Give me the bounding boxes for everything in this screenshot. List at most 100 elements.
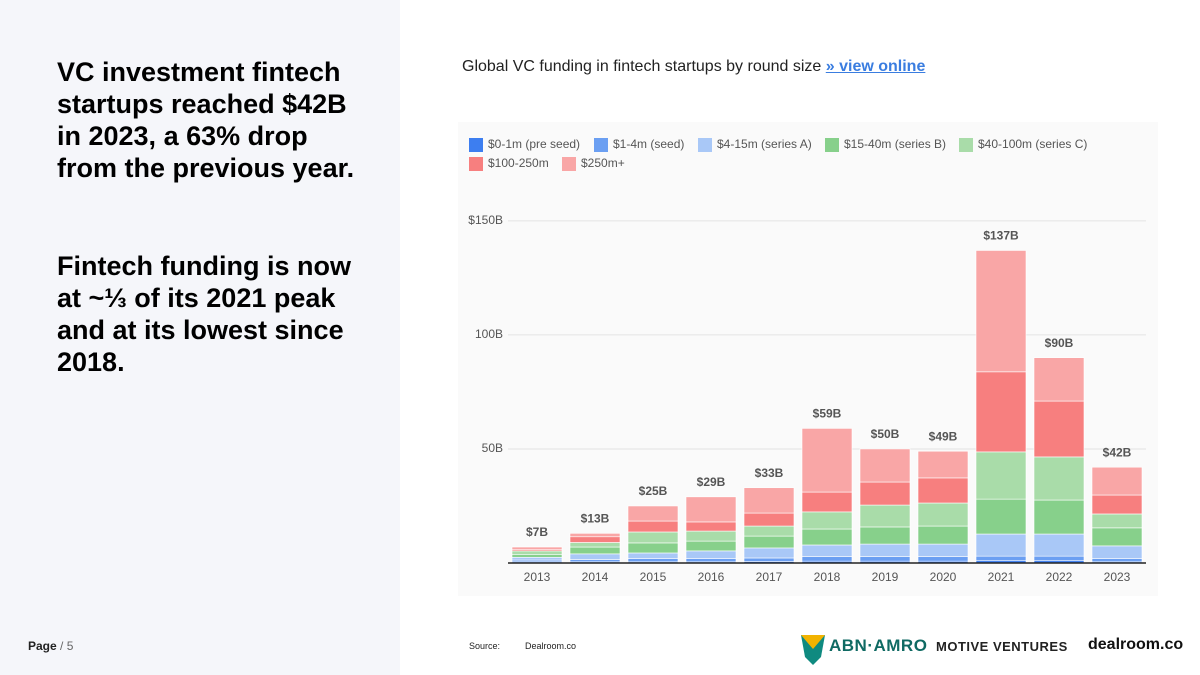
bar-segment: [1033, 555, 1085, 562]
bar-segment: [1033, 499, 1085, 535]
chart-title: Global VC funding in fintech startups by…: [462, 58, 925, 76]
bar-segment: [801, 428, 853, 493]
bar-segment: [511, 554, 563, 558]
bar-segment: [801, 491, 853, 513]
bar-segment: [801, 511, 853, 530]
legend-swatch: [825, 138, 839, 152]
total-label: $29B: [697, 475, 726, 489]
bar-segment: [569, 546, 621, 555]
bar-segment: [627, 561, 679, 564]
bar-segment: [511, 559, 563, 563]
bar-segment: [1091, 513, 1143, 529]
bar-segment: [511, 546, 563, 550]
total-label: $33B: [755, 466, 784, 480]
legend-swatch: [469, 157, 483, 171]
bar-segment: [917, 556, 969, 562]
legend-label: $100-250m: [488, 156, 549, 170]
bar-segment: [859, 504, 911, 528]
bar-segment: [511, 549, 563, 552]
bar-segment: [685, 521, 737, 532]
bar-segment: [511, 550, 563, 555]
bar-segment: [917, 450, 969, 479]
bar-segment: [1091, 527, 1143, 547]
bar-segment: [627, 531, 679, 544]
x-tick-label: 2016: [698, 570, 725, 584]
bar-segment: [859, 448, 911, 483]
bar-segment: [975, 451, 1027, 500]
bar-segment: [627, 520, 679, 533]
bar-segment: [859, 560, 911, 564]
bar-segment: [1091, 561, 1143, 564]
source: Dealroom.co: [525, 641, 577, 651]
legend-swatch: [698, 138, 712, 152]
legend-swatch: [594, 138, 608, 152]
logo: ABN·AMRO: [829, 636, 928, 655]
left-panel: VC investment fintech startups reached $…: [0, 0, 400, 675]
bar-segment: [859, 526, 911, 545]
bar-segment: [569, 536, 621, 543]
chart-background: [458, 122, 1158, 596]
bar-segment: [627, 552, 679, 559]
bar-segment: [627, 505, 679, 522]
x-tick-label: 2013: [524, 570, 551, 584]
bar-segment: [569, 561, 621, 564]
total-label: $59B: [813, 407, 842, 421]
bar-segment: [627, 542, 679, 554]
bar-segment: [1033, 357, 1085, 402]
bar-segment: [685, 561, 737, 564]
bar-segment: [975, 250, 1027, 373]
bar-segment: [1091, 545, 1143, 559]
bar-segment: [975, 560, 1027, 564]
bar-segment: [859, 556, 911, 562]
bar-segment: [743, 512, 795, 527]
legend-swatch: [959, 138, 973, 152]
bar-segment: [975, 371, 1027, 453]
bar-segment: [859, 543, 911, 557]
title-text: Global VC funding in fintech startups by…: [462, 58, 822, 75]
x-tick-label: 2014: [582, 570, 609, 584]
bar-segment: [743, 547, 795, 559]
x-tick-label: 2015: [640, 570, 667, 584]
headline: VC investment fintech startups reached $…: [57, 57, 355, 183]
total-label: $50B: [871, 427, 900, 441]
y-tick-label: 100B: [475, 327, 503, 341]
bar-segment: [685, 530, 737, 542]
source-label: Source:: [469, 641, 501, 651]
legend-label: $15-40m (series B): [844, 137, 946, 151]
bar-segment: [685, 496, 737, 523]
bar-segment: [1091, 466, 1143, 496]
total-label: $49B: [929, 429, 958, 443]
bar-segment: [743, 535, 795, 549]
total-label: $137B: [983, 229, 1019, 243]
bar-segment: [1091, 558, 1143, 563]
legend-label: $4-15m (series A): [717, 137, 812, 151]
total-label: $7B: [526, 525, 548, 539]
bar-segment: [917, 502, 969, 527]
legend-label: $40-100m (series C): [978, 137, 1087, 151]
headline: Fintech funding is now at ~⅓ of its 2021…: [57, 251, 351, 377]
bar-segment: [801, 556, 853, 562]
bar-segment: [917, 543, 969, 557]
bar-segment: [975, 533, 1027, 557]
x-tick-label: 2018: [814, 570, 841, 584]
page-number: Page / 5: [28, 639, 73, 653]
bar-segment: [917, 560, 969, 564]
bar-segment: [1091, 494, 1143, 515]
bar-segment: [569, 553, 621, 560]
bar-segment: [685, 540, 737, 552]
view-online-link[interactable]: » view online: [825, 58, 926, 75]
total-label: $42B: [1103, 445, 1132, 459]
bar-segment: [975, 498, 1027, 535]
logo: MOTIVE VENTURES: [936, 639, 1068, 654]
bar-segment: [801, 544, 853, 557]
bar-segment: [801, 560, 853, 564]
bar-segment: [743, 557, 795, 562]
logo: dealroom.co: [1088, 636, 1184, 653]
bar-segment: [743, 525, 795, 537]
bar-segment: [511, 556, 563, 561]
y-tick-label: $150B: [468, 213, 503, 227]
legend-label: $0-1m (pre seed): [488, 137, 580, 151]
bar-segment: [1033, 456, 1085, 501]
x-tick-label: 2019: [872, 570, 899, 584]
